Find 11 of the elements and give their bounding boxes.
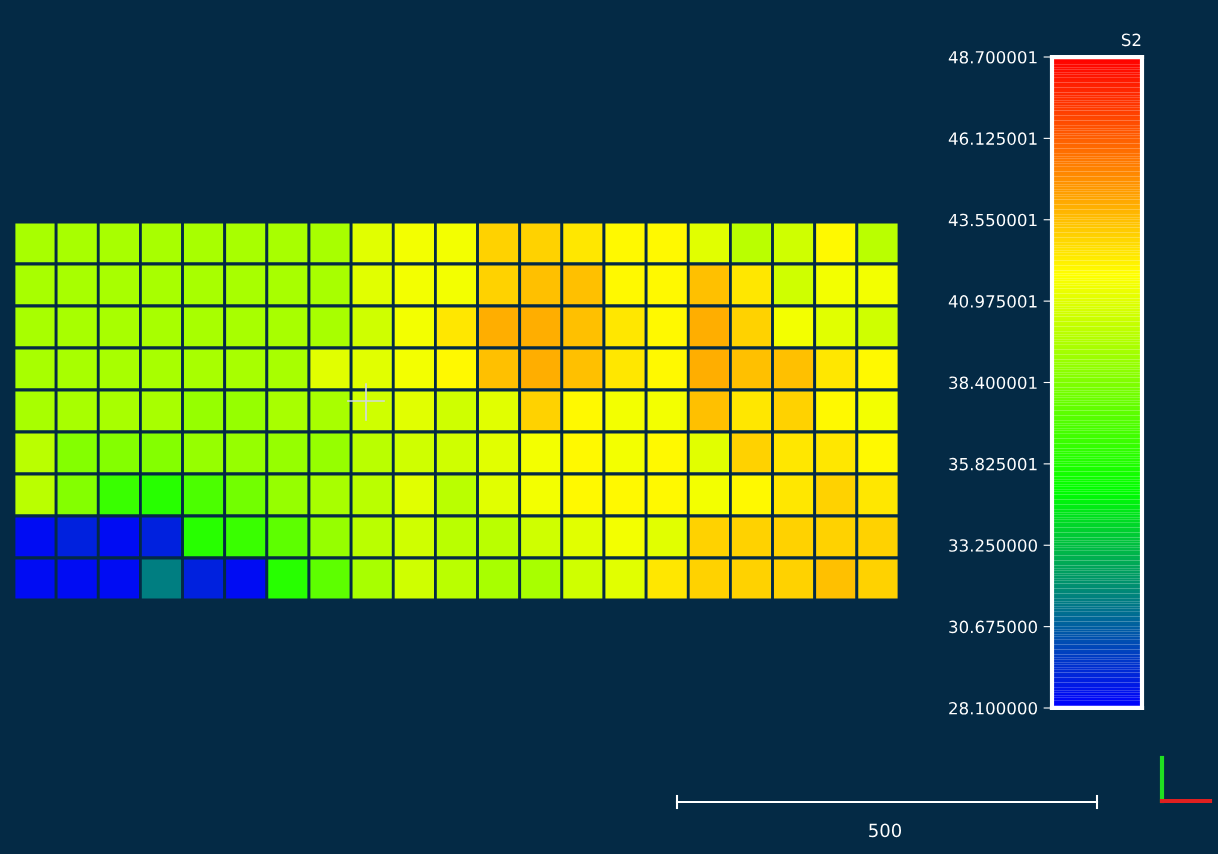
color-bar-label: 48.700001: [948, 50, 1037, 64]
color-bar-label: 30.675000: [949, 620, 1037, 634]
color-bar-label: 40.975001: [948, 295, 1037, 308]
color-bar-label: 35.825001: [949, 457, 1037, 471]
color-bar-label: 33.250000: [949, 539, 1037, 552]
color-bar-label: 28.100000: [949, 701, 1037, 715]
color-bar-label: 38.400001: [949, 376, 1037, 390]
color-bar-label: 43.550001: [948, 213, 1037, 227]
color-bar-label: 46.125001: [948, 132, 1037, 145]
text: 500: [869, 823, 902, 838]
color-bar-title: S2: [1121, 33, 1141, 47]
